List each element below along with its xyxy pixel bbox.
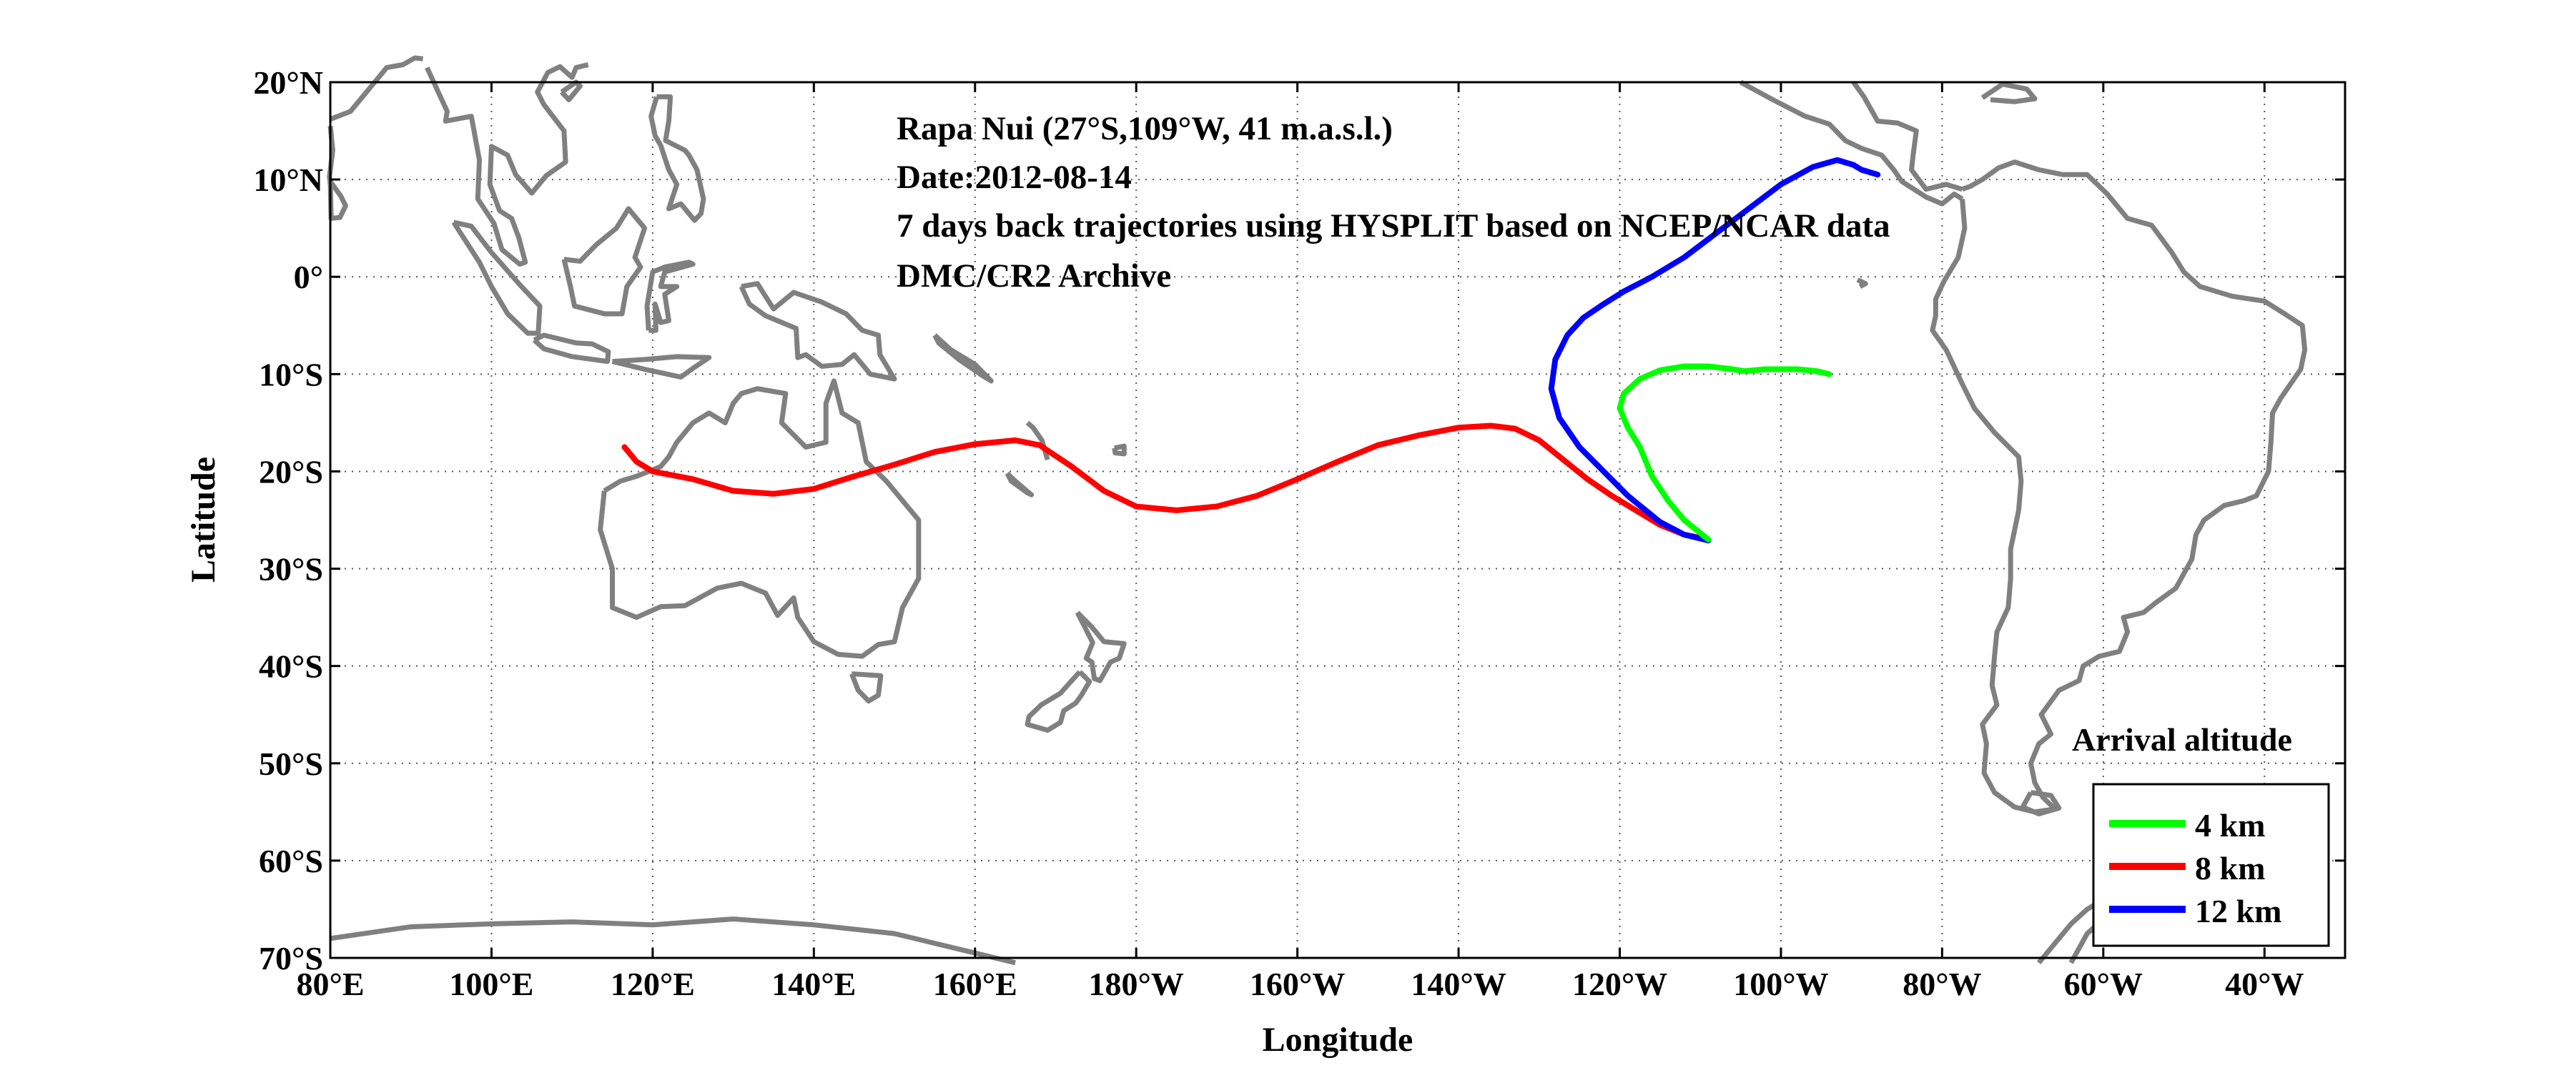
tick-labels: 80°E 100°E 120°E 140°E 160°E 180°W 160°W 140°W 1… — [253, 64, 2304, 1002]
title-line-1: Rapa Nui (27°S,109°W, 41 m.a.s.l.) — [897, 110, 1393, 147]
y-tick-label: 50°S — [259, 746, 323, 782]
y-tick-label: 20°S — [259, 453, 323, 490]
coastline-new-guinea — [739, 281, 897, 382]
coastline-fiji — [1112, 443, 1127, 457]
coastlines — [327, 55, 2308, 966]
coastline-sulawesi — [644, 259, 696, 333]
coastline-lesser-sunda — [611, 354, 712, 380]
coastline-central-america-pacific — [1739, 79, 1964, 207]
x-tick-label: 40°W — [2225, 966, 2304, 1002]
coastline-sri-lanka — [327, 179, 348, 222]
trajectory-12km — [1548, 157, 1881, 544]
x-axis-label: Longitude — [1263, 1021, 1413, 1059]
x-tick-label: 140°E — [771, 966, 856, 1002]
y-tick-label: 40°S — [259, 648, 323, 685]
coastline-central-america-caribbean — [1851, 80, 1963, 192]
title-line-3: 7 days back trajectories using HYSPLIT b… — [897, 207, 1890, 244]
y-tick-label: 10°S — [259, 356, 323, 392]
title-block: Rapa Nui (27°S,109°W, 41 m.a.s.l.) Date:… — [897, 110, 1890, 295]
coastline-sumatra — [451, 219, 543, 336]
coastline-antarctica — [330, 916, 1016, 966]
legend-label-12km: 12 km — [2195, 893, 2281, 929]
trajectory-4km — [1617, 363, 1832, 543]
x-tick-label: 160°W — [1250, 966, 1345, 1002]
coastline-new-zealand-north — [1075, 610, 1127, 683]
title-line-4: DMC/CR2 Archive — [897, 257, 1171, 295]
x-tick-label: 100°E — [449, 966, 533, 1002]
x-tick-label: 80°E — [296, 966, 364, 1002]
coastline-south-america — [1930, 159, 2308, 815]
coastline-taiwan-hainan — [559, 79, 583, 102]
y-tick-label: 10°N — [253, 162, 323, 198]
coastline-tasmania — [849, 671, 884, 704]
y-tick-label: 20°N — [253, 64, 323, 101]
x-tick-label: 80°W — [1903, 966, 1981, 1002]
legend-label-4km: 4 km — [2195, 807, 2265, 844]
coastline-new-zealand-south — [1025, 670, 1092, 733]
x-tick-label: 140°W — [1411, 966, 1506, 1002]
y-tick-label: 60°S — [259, 843, 323, 879]
coastline-borneo — [561, 206, 648, 317]
coastline-caribbean — [1980, 81, 2038, 104]
plot-area-border — [329, 81, 2346, 959]
x-tick-label: 120°W — [1572, 966, 1667, 1002]
title-line-2: Date:2012-08-14 — [897, 159, 1132, 196]
legend-title: Arrival altitude — [2072, 721, 2292, 758]
y-tick-label: 30°S — [259, 551, 323, 588]
x-tick-label: 60°W — [2064, 966, 2143, 1002]
axes-frame — [329, 81, 2346, 959]
coastline-india-north — [329, 55, 424, 122]
coastline-tierra-del-fuego — [2020, 790, 2062, 817]
coastline-java — [532, 332, 611, 365]
legend-label-8km: 8 km — [2195, 850, 2265, 886]
y-tick-label: 0° — [294, 259, 323, 295]
x-tick-label: 120°E — [611, 966, 695, 1002]
x-tick-label: 160°E — [933, 966, 1017, 1002]
coastline-philippines — [648, 94, 706, 223]
trajectories — [621, 157, 1881, 544]
coastline-australia — [598, 378, 922, 659]
y-axis-label: Latitude — [184, 457, 222, 583]
legend: Arrival altitude 4 km 8 km 12 km — [2072, 721, 2330, 947]
coastline-solomon — [932, 333, 994, 384]
coastline-new-caledonia — [1005, 471, 1035, 498]
x-tick-label: 180°W — [1088, 966, 1183, 1002]
trajectory-8km — [621, 422, 1712, 543]
x-tick-label: 100°W — [1733, 966, 1828, 1002]
coastline-galapagos — [1856, 277, 1868, 289]
y-tick-label: 70°S — [259, 940, 323, 976]
